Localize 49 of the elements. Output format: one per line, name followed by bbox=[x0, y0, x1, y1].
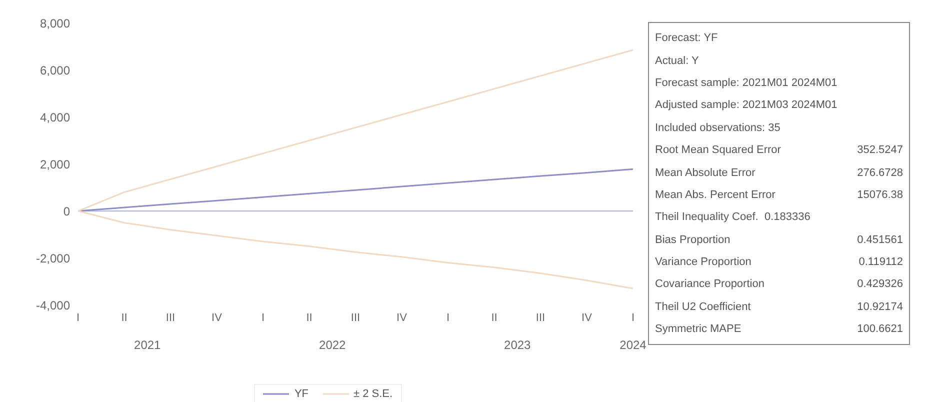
x-tick-label: III bbox=[536, 312, 546, 324]
category-label: Covariance Proportion bbox=[655, 278, 764, 290]
text: 100.6621 bbox=[857, 323, 903, 336]
y-tick-label: 0 bbox=[63, 204, 70, 218]
category-label: Mean Abs. Percent Error bbox=[655, 188, 776, 201]
category-label: Theil Inequality Coef. 0.183336 bbox=[655, 211, 810, 224]
text: 0.451561 bbox=[857, 234, 903, 246]
line-series bbox=[78, 168, 633, 212]
text: 2022 bbox=[318, 338, 347, 352]
x-tick-label: I bbox=[446, 312, 450, 324]
text: 10.92174 bbox=[857, 300, 903, 313]
x-tick-label: III bbox=[166, 312, 176, 324]
x-tick-label: II bbox=[306, 312, 312, 324]
y-tick-label: 2,000 bbox=[40, 157, 70, 172]
category-label: Forecast: YF bbox=[655, 32, 718, 44]
category-label: Theil U2 Coefficient bbox=[655, 300, 751, 313]
y-tick-label: 6,000 bbox=[40, 63, 70, 78]
x-tick-label: II bbox=[491, 312, 498, 324]
text: 2021 bbox=[133, 338, 162, 352]
text: 15076.38 bbox=[857, 188, 903, 201]
legend-label: YF bbox=[294, 388, 308, 400]
y-tick-label: -4,000 bbox=[36, 298, 70, 312]
category-label: Variance Proportion bbox=[655, 256, 752, 268]
y-tick-label: 8,000 bbox=[40, 16, 70, 30]
x-tick-label: I bbox=[631, 312, 635, 324]
legend-label: ± 2 S.E. bbox=[354, 388, 393, 400]
category-label: Adjusted sample: 2021M03 2024M01 bbox=[655, 99, 838, 112]
text: 276.6728 bbox=[857, 166, 903, 179]
x-tick-label: III bbox=[350, 312, 360, 324]
category-label: Forecast sample: 2021M01 2024M01 bbox=[655, 76, 838, 89]
x-tick-label: I bbox=[261, 312, 265, 324]
category-label: Mean Absolute Error bbox=[655, 166, 756, 179]
category-label: Symmetric MAPE bbox=[655, 323, 742, 336]
x-tick-label: IV bbox=[212, 312, 223, 324]
category-label: Root Mean Squared Error bbox=[655, 144, 781, 156]
x-tick-label: I bbox=[76, 312, 80, 324]
category-label: Actual: Y bbox=[655, 54, 699, 67]
text: 2023 bbox=[503, 338, 532, 352]
x-tick-label: IV bbox=[582, 312, 593, 324]
text: 2024 bbox=[618, 338, 648, 352]
text: 0.119112 bbox=[858, 256, 903, 268]
category-label: Bias Proportion bbox=[655, 234, 730, 246]
x-tick-label: II bbox=[121, 312, 128, 324]
y-tick-label: -2,000 bbox=[36, 251, 70, 266]
category-label: Included observations: 35 bbox=[655, 122, 780, 134]
text: 0.429326 bbox=[857, 278, 903, 290]
y-tick-label: 4,000 bbox=[40, 110, 70, 124]
text: 352.5247 bbox=[857, 144, 903, 156]
x-tick-label: IV bbox=[396, 312, 408, 324]
